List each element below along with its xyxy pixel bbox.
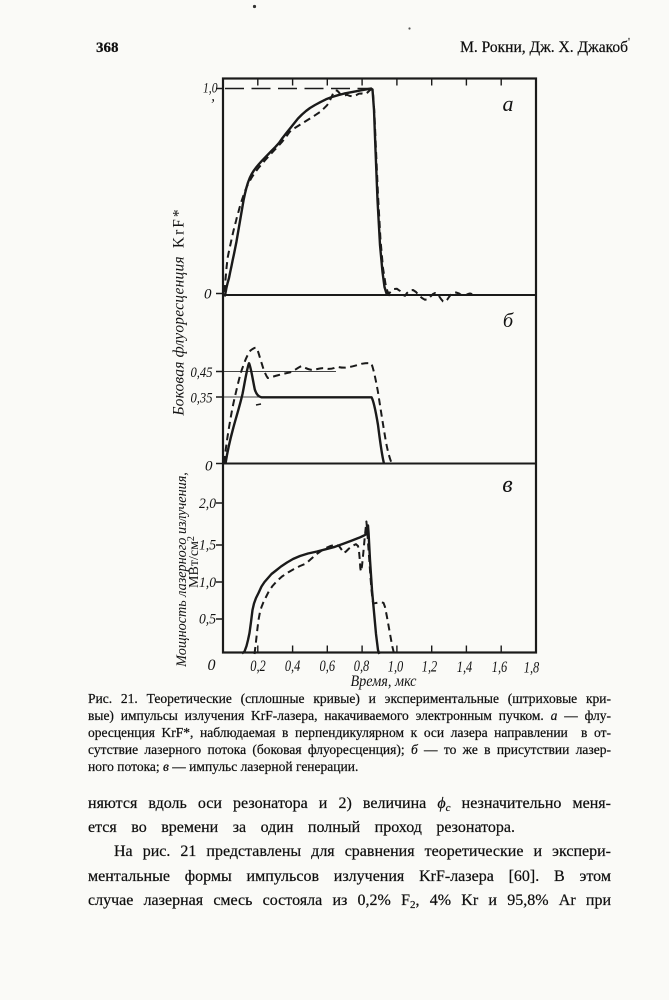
svg-text:1,2: 1,2 bbox=[422, 659, 438, 676]
svg-text:1,8: 1,8 bbox=[524, 659, 540, 676]
svg-text:0,6: 0,6 bbox=[320, 658, 336, 675]
svg-text:МВт/см2: МВт/см2 bbox=[186, 536, 202, 588]
svg-text:б: б bbox=[503, 310, 514, 332]
svg-text:1,0: 1,0 bbox=[388, 659, 404, 676]
svg-text:0: 0 bbox=[208, 657, 216, 674]
svg-text:Время, мкс: Время, мкс bbox=[351, 673, 417, 690]
svg-text:0: 0 bbox=[204, 287, 212, 303]
svg-text:0,2: 0,2 bbox=[250, 658, 266, 675]
svg-text:0,45: 0,45 bbox=[191, 365, 213, 381]
svg-text:0,5: 0,5 bbox=[199, 611, 216, 627]
svg-text:1,6: 1,6 bbox=[492, 659, 508, 676]
svg-text:0,4: 0,4 bbox=[285, 658, 301, 675]
svg-text:0,35: 0,35 bbox=[191, 390, 213, 406]
svg-text:1,0: 1,0 bbox=[199, 575, 216, 591]
svg-text:Боковая флуоресценция KrF*: Боковая флуоресценция KrF* bbox=[171, 207, 188, 416]
svg-text:1,0: 1,0 bbox=[203, 81, 218, 97]
svg-text:0,8: 0,8 bbox=[354, 658, 370, 675]
svg-text:1,4: 1,4 bbox=[457, 659, 473, 676]
svg-text:,: , bbox=[211, 89, 215, 105]
svg-text:2,0: 2,0 bbox=[199, 496, 216, 512]
svg-text:0: 0 bbox=[205, 459, 213, 475]
svg-text:a: a bbox=[503, 91, 514, 116]
svg-text:в: в bbox=[502, 472, 512, 498]
svg-text:Мощность лазерного излучения,: Мощность лазерного излучения, bbox=[174, 472, 190, 668]
svg-text:1,5: 1,5 bbox=[199, 538, 216, 554]
